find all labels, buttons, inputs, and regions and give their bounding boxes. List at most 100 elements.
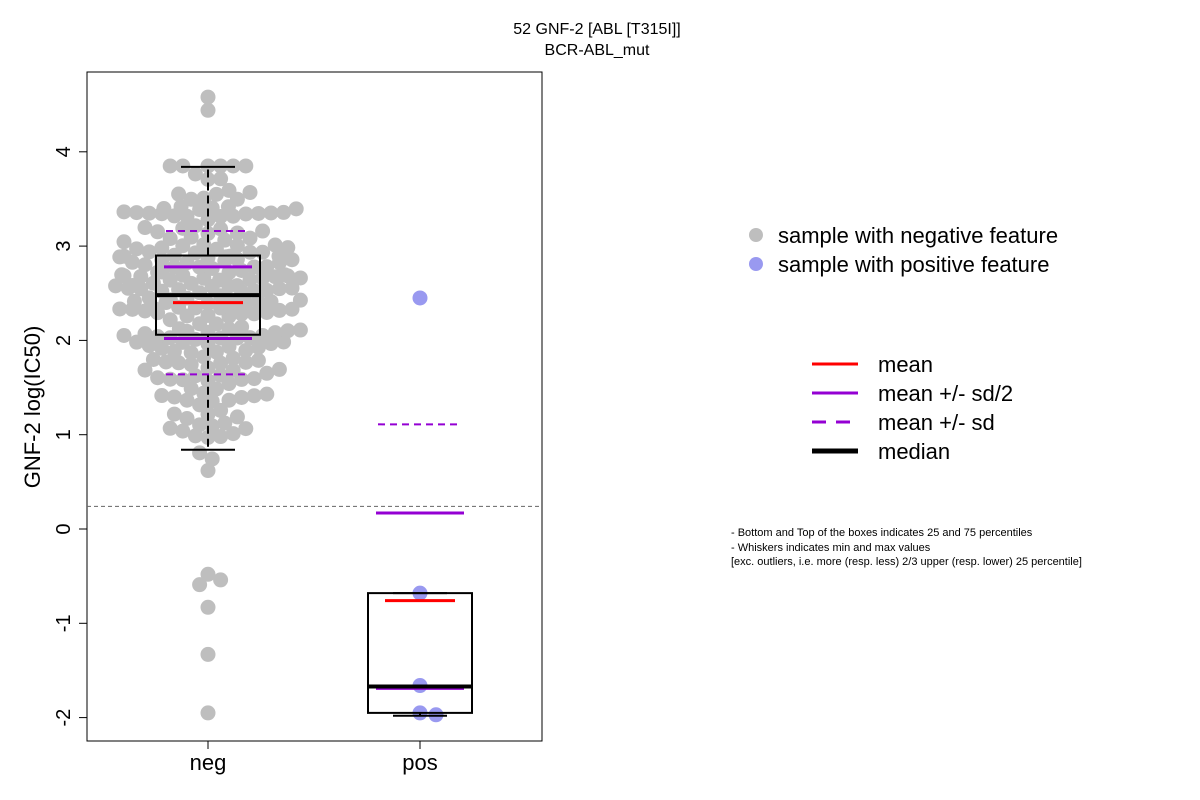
point-neg [221, 321, 237, 337]
point-neg [183, 191, 199, 207]
note-line-1: - Bottom and Top of the boxes indicates … [731, 527, 1033, 539]
point-neg [162, 312, 178, 328]
point-neg [255, 327, 271, 343]
point-neg [292, 322, 308, 338]
point-neg [242, 184, 258, 200]
point-neg [221, 182, 237, 198]
point-neg [129, 205, 145, 221]
y-tick-label: 0 [53, 523, 75, 534]
notes: - Bottom and Top of the boxes indicates … [731, 527, 1082, 568]
point-neg [129, 241, 145, 257]
point-neg [238, 158, 254, 174]
point-neg [208, 186, 224, 202]
point-neg [200, 307, 216, 323]
point-neg [192, 202, 208, 218]
point-neg [200, 89, 216, 105]
point-neg [200, 336, 216, 352]
point-neg [116, 204, 132, 220]
point-neg [288, 201, 304, 217]
point-neg [154, 388, 170, 404]
point-neg [250, 352, 266, 368]
point-neg [274, 267, 290, 283]
point-neg [166, 389, 182, 405]
point-neg [213, 221, 229, 237]
point-neg [259, 259, 275, 275]
point-neg [192, 417, 208, 433]
point-neg [116, 234, 132, 250]
point-neg [284, 252, 300, 268]
point-neg [150, 329, 166, 345]
point-neg [255, 223, 271, 239]
point-neg [225, 350, 241, 366]
point-neg [238, 421, 254, 437]
point-neg [192, 577, 208, 593]
point-neg [114, 267, 130, 283]
point-neg [250, 205, 266, 221]
point-neg [246, 259, 262, 275]
legend-label-mean-half-sd: mean +/- sd/2 [878, 381, 1013, 406]
point-neg [259, 365, 275, 381]
legend-label-negative: sample with negative feature [778, 223, 1058, 248]
point-neg [271, 361, 287, 377]
point-neg [255, 270, 271, 286]
point-neg [179, 392, 195, 408]
point-neg [221, 392, 237, 408]
point-neg [213, 171, 229, 187]
legend-marker-negative [749, 228, 763, 242]
point-neg [246, 388, 262, 404]
point-neg [175, 423, 191, 439]
point-neg [192, 445, 208, 461]
point-neg [234, 319, 250, 335]
point-neg [162, 158, 178, 174]
point-neg [175, 372, 191, 388]
point-neg [200, 705, 216, 721]
point-neg [267, 325, 283, 341]
point-neg [246, 371, 262, 387]
point-neg [162, 420, 178, 436]
point-neg [238, 354, 254, 370]
point-neg [171, 186, 187, 202]
point-neg [137, 220, 153, 236]
legend: sample with negative feature sample with… [749, 223, 1058, 464]
point-neg [238, 206, 254, 222]
point-neg [217, 415, 233, 431]
legend-label-mean: mean [878, 352, 933, 377]
point-neg [271, 281, 287, 297]
point-pos [412, 290, 428, 306]
y-tick-label: 4 [53, 146, 75, 157]
point-neg [200, 171, 216, 187]
point-neg [179, 410, 195, 426]
point-neg [280, 240, 296, 256]
chart-subtitle: BCR-ABL_mut [545, 42, 650, 59]
point-neg [292, 292, 308, 308]
point-neg [200, 646, 216, 662]
point-neg [213, 300, 229, 316]
point-neg [280, 323, 296, 339]
point-neg [255, 244, 271, 260]
point-neg [229, 225, 245, 241]
chart-title: 52 GNF-2 [ABL [T315I]] [513, 21, 680, 38]
point-neg [137, 326, 153, 342]
point-neg [126, 293, 142, 309]
y-tick-label: -2 [53, 709, 75, 727]
point-neg [158, 354, 174, 370]
y-axis-label: GNF-2 log(IC50) [20, 326, 45, 489]
point-neg [242, 230, 258, 246]
point-neg [200, 212, 216, 228]
point-neg [175, 220, 191, 236]
point-neg [284, 280, 300, 296]
legend-label-median: median [878, 439, 950, 464]
point-neg [116, 327, 132, 343]
point-neg [150, 224, 166, 240]
point-neg [229, 238, 245, 254]
point-neg [141, 244, 157, 260]
point-neg [259, 386, 275, 402]
point-neg [200, 463, 216, 479]
box-iqr [367, 592, 473, 714]
point-neg [162, 231, 178, 247]
point-neg [187, 166, 203, 182]
point-neg [200, 599, 216, 615]
point-neg [200, 566, 216, 582]
point-neg [263, 205, 279, 221]
boxes-layer [155, 165, 473, 717]
